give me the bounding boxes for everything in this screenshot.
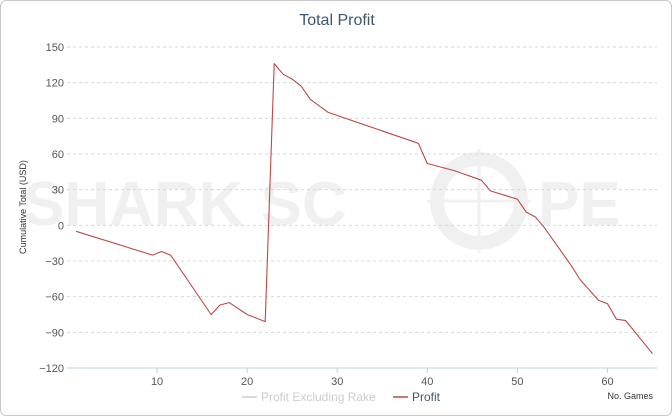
data-point[interactable] (597, 299, 600, 302)
data-point[interactable] (282, 73, 285, 76)
data-point[interactable] (160, 250, 163, 253)
series-layer (75, 62, 654, 355)
y-axis-title: Cumulative Total (USD) (18, 160, 28, 254)
data-point[interactable] (480, 179, 483, 182)
data-point[interactable] (489, 189, 492, 192)
data-point[interactable] (219, 303, 222, 306)
legend-item-profit[interactable]: Profit (393, 390, 441, 404)
data-point[interactable] (309, 98, 312, 101)
legend-item-profit-excluding-rake[interactable]: Profit Excluding Rake (242, 390, 376, 404)
data-point[interactable] (579, 279, 582, 282)
x-tick-label: 20 (241, 376, 253, 388)
x-axis-title: No. Games (607, 391, 653, 401)
watermark-text-right: PE (538, 170, 621, 239)
legend-label-profit: Profit (412, 390, 441, 404)
crosshair-scope-icon (427, 149, 531, 253)
y-tick-label: −90 (45, 327, 64, 339)
watermark-text-left: SHARK SC (23, 170, 347, 239)
gridlines (67, 46, 657, 333)
y-tick-label: 0 (58, 220, 64, 232)
data-point[interactable] (169, 254, 172, 257)
y-tick-label: −120 (39, 363, 64, 375)
data-point[interactable] (300, 85, 303, 88)
x-tick-label: 40 (421, 376, 433, 388)
series-line-profit[interactable] (75, 63, 653, 355)
data-point[interactable] (525, 211, 528, 214)
data-point[interactable] (417, 142, 420, 145)
y-tick-label: −60 (45, 292, 64, 304)
y-tick-label: 120 (46, 78, 64, 90)
data-point[interactable] (570, 264, 573, 267)
data-point[interactable] (327, 111, 330, 114)
data-point[interactable] (75, 230, 78, 233)
data-point[interactable] (426, 162, 429, 165)
data-point[interactable] (210, 313, 213, 316)
y-tick-label: 150 (46, 42, 64, 54)
y-tick-label: −30 (45, 256, 64, 268)
x-tick-label: 30 (331, 376, 343, 388)
data-point[interactable] (246, 313, 249, 316)
sharkscope-watermark: SHARK SC PE (23, 149, 621, 253)
data-point[interactable] (624, 319, 627, 322)
chart-title: Total Profit (299, 12, 375, 29)
data-point[interactable] (264, 320, 267, 323)
y-tick-label: 90 (52, 113, 64, 125)
data-point[interactable] (606, 302, 609, 305)
data-point[interactable] (291, 78, 294, 81)
data-point[interactable] (273, 62, 276, 65)
data-point[interactable] (651, 352, 654, 355)
y-tick-label: 60 (52, 149, 64, 161)
x-tick-label: 10 (151, 376, 163, 388)
legend: Profit Excluding Rake Profit (242, 390, 441, 404)
data-point[interactable] (453, 169, 456, 172)
x-axis: 10 20 30 40 50 60 (67, 367, 657, 388)
data-point[interactable] (615, 318, 618, 321)
x-tick-label: 50 (511, 376, 523, 388)
y-tick-label: 30 (52, 185, 64, 197)
x-tick-label: 60 (601, 376, 613, 388)
data-point[interactable] (543, 226, 546, 229)
data-point[interactable] (151, 254, 154, 257)
data-point[interactable] (228, 301, 231, 304)
legend-label-profit-excluding-rake: Profit Excluding Rake (261, 390, 376, 404)
data-point[interactable] (534, 216, 537, 219)
y-axis: 150 120 90 60 30 0 −30 −60 −90 −120 (39, 42, 64, 375)
data-point[interactable] (516, 198, 519, 201)
